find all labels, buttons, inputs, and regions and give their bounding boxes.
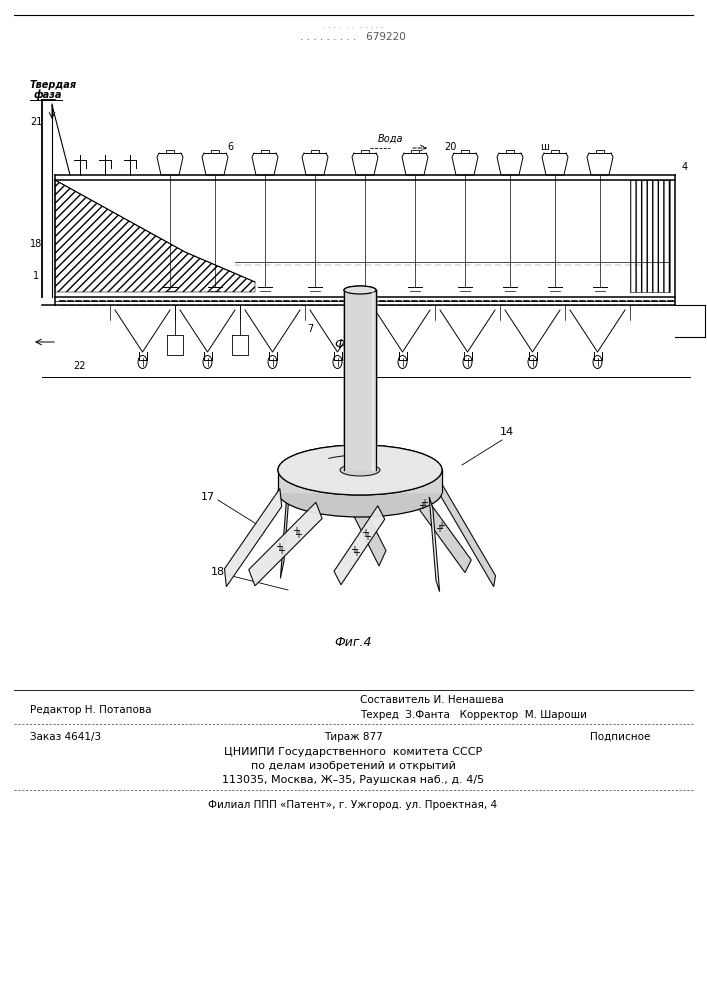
- Polygon shape: [225, 489, 281, 587]
- Text: Фиг.4: Фиг.4: [334, 636, 372, 648]
- Polygon shape: [429, 497, 440, 592]
- Text: +: +: [350, 545, 358, 555]
- Text: Техред  З.Фанта   Корректор  М. Шароши: Техред З.Фанта Корректор М. Шароши: [360, 710, 587, 720]
- Ellipse shape: [278, 445, 442, 495]
- Text: Фиг.3: Фиг.3: [334, 338, 372, 352]
- Text: Твердая: Твердая: [30, 80, 77, 90]
- Ellipse shape: [278, 445, 442, 495]
- Text: . . . . . . . . .   679220: . . . . . . . . . 679220: [300, 32, 406, 42]
- Polygon shape: [281, 473, 291, 578]
- Ellipse shape: [344, 467, 376, 473]
- Text: 113035, Москва, Ж–35, Раушская наб., д. 4/5: 113035, Москва, Ж–35, Раушская наб., д. …: [222, 775, 484, 785]
- Text: Подписное: Подписное: [590, 732, 650, 742]
- Text: 20: 20: [444, 142, 456, 152]
- Ellipse shape: [340, 464, 380, 476]
- Ellipse shape: [203, 356, 212, 368]
- Text: фаза: фаза: [34, 90, 62, 100]
- Ellipse shape: [593, 356, 602, 368]
- Text: +: +: [363, 532, 371, 542]
- Ellipse shape: [278, 467, 442, 517]
- Ellipse shape: [344, 286, 376, 294]
- Text: 18: 18: [30, 239, 42, 249]
- Polygon shape: [335, 464, 386, 566]
- Text: Заказ 4641/3: Заказ 4641/3: [30, 732, 101, 742]
- Text: +: +: [277, 546, 286, 556]
- Text: 1: 1: [33, 271, 39, 281]
- Ellipse shape: [268, 356, 277, 368]
- Text: 6: 6: [227, 142, 233, 152]
- Text: 21: 21: [30, 117, 42, 127]
- Text: +: +: [361, 528, 368, 538]
- Text: Филиал ППП «Патент», г. Ужгород. ул. Проектная, 4: Филиал ППП «Патент», г. Ужгород. ул. Про…: [209, 800, 498, 810]
- Text: 22: 22: [74, 361, 86, 371]
- Ellipse shape: [340, 464, 380, 476]
- Text: +: +: [353, 548, 361, 558]
- Text: +: +: [435, 524, 443, 534]
- Text: ш: ш: [541, 142, 549, 152]
- Text: +: +: [275, 542, 283, 552]
- Ellipse shape: [138, 356, 147, 368]
- Ellipse shape: [333, 356, 342, 368]
- Text: 18: 18: [211, 567, 225, 577]
- Polygon shape: [344, 290, 376, 470]
- Ellipse shape: [398, 356, 407, 368]
- Polygon shape: [438, 481, 496, 587]
- Text: Вода: Вода: [378, 134, 403, 144]
- Polygon shape: [334, 506, 385, 585]
- Text: 17: 17: [201, 492, 215, 502]
- Text: +: +: [437, 521, 445, 531]
- Text: 4: 4: [682, 162, 688, 172]
- Text: по делам изобретений и открытий: по делам изобретений и открытий: [250, 761, 455, 771]
- Ellipse shape: [344, 286, 376, 294]
- Text: +: +: [294, 530, 302, 540]
- Ellipse shape: [528, 356, 537, 368]
- Polygon shape: [278, 470, 442, 492]
- Text: Редактор Н. Потапова: Редактор Н. Потапова: [30, 705, 151, 715]
- Ellipse shape: [463, 356, 472, 368]
- Text: . . . .  . .  . . . . .: . . . . . . . . . . .: [323, 20, 383, 29]
- Text: Составитель И. Ненашева: Составитель И. Ненашева: [360, 695, 504, 705]
- Text: +: +: [418, 501, 426, 511]
- Text: +: +: [420, 498, 428, 508]
- Text: 7: 7: [307, 324, 313, 334]
- Polygon shape: [398, 467, 472, 573]
- Text: 14: 14: [500, 427, 514, 437]
- Polygon shape: [344, 290, 376, 460]
- Text: ЦНИИПИ Государственного  комитета СССР: ЦНИИПИ Государственного комитета СССР: [224, 747, 482, 757]
- Text: Тираж 877: Тираж 877: [324, 732, 382, 742]
- Polygon shape: [249, 502, 322, 586]
- Text: +: +: [292, 526, 300, 536]
